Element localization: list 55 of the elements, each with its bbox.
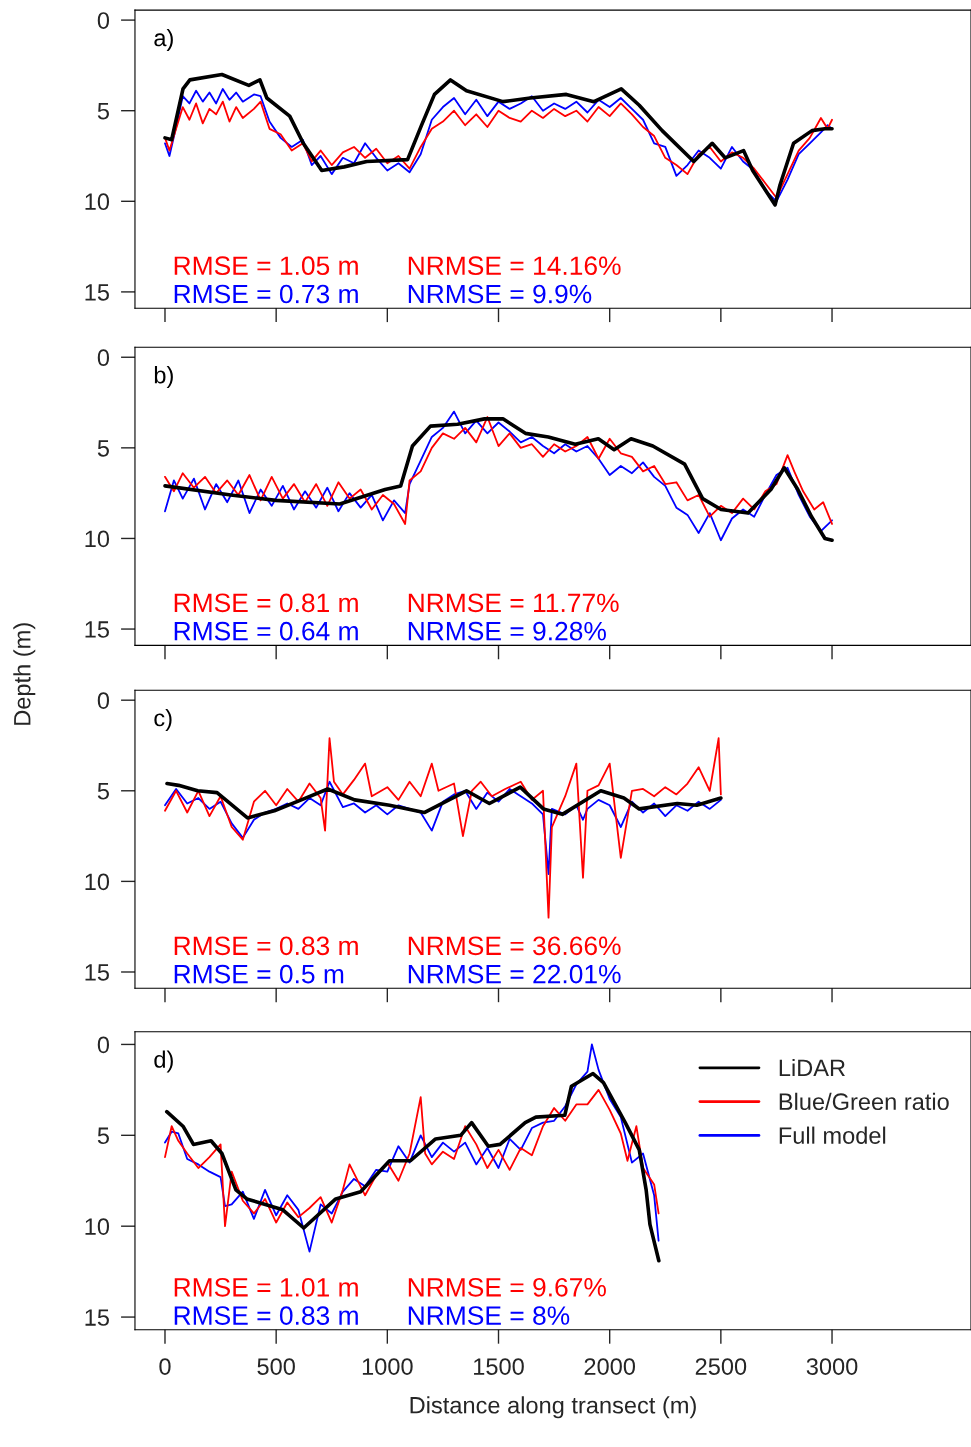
x-tick-label: 3000 xyxy=(806,1358,858,1375)
annotation: NRMSE = 14.16% xyxy=(408,256,621,276)
y-tick-label: 5 xyxy=(97,1127,109,1145)
annotation: a) xyxy=(154,28,173,51)
line-series xyxy=(164,1088,660,1228)
y-tick-label: 5 xyxy=(97,103,109,120)
line-series xyxy=(164,416,833,525)
annotation: RMSE = 0.5 m xyxy=(174,964,344,984)
y-tick-label: 15 xyxy=(85,1309,109,1326)
y-tick-label: 5 xyxy=(97,783,109,800)
annotation: RMSE = 0.73 m xyxy=(174,284,358,304)
annotation: c) xyxy=(154,709,172,732)
y-tick-label: 15 xyxy=(85,284,109,301)
x-tick-label: 0 xyxy=(159,1358,171,1375)
x-tick-label: 2000 xyxy=(584,1358,636,1375)
annotation: NRMSE = 22.01% xyxy=(408,964,621,984)
line-series xyxy=(164,737,722,919)
legend-label: LiDAR xyxy=(779,1058,845,1077)
x-tick-label: 1000 xyxy=(362,1358,413,1375)
line-series xyxy=(163,72,834,207)
annotation: b) xyxy=(154,366,173,389)
annotation: RMSE = 0.81 m xyxy=(174,593,358,613)
y-tick-label: 10 xyxy=(85,193,110,211)
annotation: NRMSE = 9.67% xyxy=(408,1277,606,1297)
annotation: RMSE = 0.83 m xyxy=(174,1306,358,1325)
annotation: RMSE = 0.64 m xyxy=(174,621,358,641)
annotation: NRMSE = 36.66% xyxy=(408,936,621,956)
y-axis-title: Depth (m) xyxy=(13,623,36,725)
annotation: d) xyxy=(154,1050,173,1073)
x-tick-label: 500 xyxy=(257,1358,295,1375)
x-axis-title: Distance along transect (m) xyxy=(410,1396,696,1419)
y-tick-label: 15 xyxy=(85,621,109,638)
line-series xyxy=(164,780,722,876)
x-tick-label: 2500 xyxy=(695,1358,747,1375)
x-tick-label: 1500 xyxy=(474,1358,524,1375)
annotation: NRMSE = 9.9% xyxy=(408,284,592,304)
legend-label: Full model xyxy=(779,1126,886,1144)
annotation: RMSE = 0.83 m xyxy=(174,936,358,956)
y-tick-label: 0 xyxy=(97,692,110,709)
y-tick-label: 10 xyxy=(85,530,110,548)
y-tick-label: 0 xyxy=(97,349,110,367)
y-tick-label: 0 xyxy=(97,12,110,29)
y-tick-label: 0 xyxy=(97,1036,110,1054)
y-tick-label: 5 xyxy=(97,440,109,457)
annotation: RMSE = 1.01 m xyxy=(174,1277,358,1297)
y-tick-label: 10 xyxy=(85,1218,110,1235)
annotation: NRMSE = 11.77% xyxy=(408,593,619,613)
legend-label: Blue/Green ratio xyxy=(779,1092,949,1111)
annotation: NRMSE = 9.28% xyxy=(408,621,606,641)
line-series xyxy=(164,1071,661,1263)
annotation: RMSE = 1.05 m xyxy=(174,256,358,276)
y-tick-label: 15 xyxy=(85,964,109,981)
y-tick-label: 10 xyxy=(85,873,110,891)
annotation: NRMSE = 8% xyxy=(408,1306,570,1325)
line-series xyxy=(165,781,723,820)
